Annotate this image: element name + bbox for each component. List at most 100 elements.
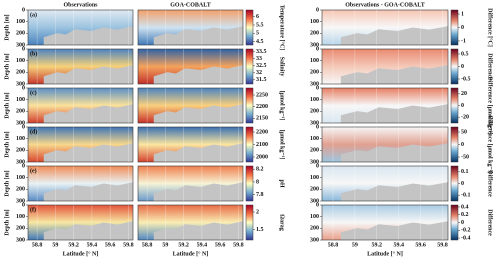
x-tick-label: 59.6 (415, 242, 426, 248)
panel-frame (321, 165, 449, 202)
y-tick-label: 300 (310, 198, 319, 204)
colorbar-tick-label: 0 (461, 142, 464, 148)
x-tick-label: 59.2 (178, 242, 189, 248)
colorbar-tick-label: 0.1 (461, 169, 469, 175)
colorbar-tick-label: 7.8 (256, 192, 264, 198)
column-title: Observations (63, 2, 98, 8)
colorbar-tick-label: 0 (461, 220, 464, 226)
colorbar-label: Salinity (279, 57, 285, 77)
seafloor (340, 182, 448, 201)
seafloor (43, 143, 133, 162)
colorbar-label: Temperature [°C] (279, 5, 286, 51)
panel-frame (27, 204, 134, 241)
colorbar-tick-label: -0.1 (461, 193, 471, 199)
y-tick-label: 0 (22, 85, 25, 91)
y-tick-label: 200 (16, 70, 25, 76)
colorbar-tick-label: 1 (461, 11, 464, 17)
column-title: GOA-COBALT (170, 2, 210, 8)
x-axis-label: Latitude [° N] (63, 250, 99, 257)
x-tick-label: 59 (352, 242, 358, 248)
panel-frame (137, 165, 244, 202)
colorbar-tick-label: 33.5 (256, 49, 267, 55)
seafloor (153, 182, 243, 201)
colorbar-tick-label: -50 (461, 154, 469, 160)
seafloor (153, 104, 243, 123)
x-tick-label: 59.8 (123, 242, 134, 248)
colorbar-tick-label: 6 (256, 14, 259, 20)
y-axis-label: Depth [m] (4, 170, 10, 196)
colorbar-tick-label: -0.2 (461, 228, 471, 234)
colorbar-tick-label: 32.5 (256, 63, 267, 69)
y-tick-label: 200 (16, 31, 25, 37)
x-axis-label: Latitude [° N] (367, 250, 403, 257)
x-tick-label: 59.4 (393, 242, 404, 248)
panel-frame (27, 165, 134, 202)
seafloor (153, 221, 243, 240)
seafloor (153, 143, 243, 162)
panel-frame (321, 9, 449, 46)
colorbar (245, 87, 254, 124)
y-tick-label: 0 (22, 163, 25, 169)
x-tick-label: 58.8 (32, 242, 43, 248)
y-tick-label: 100 (310, 136, 319, 142)
y-tick-label: 100 (16, 19, 25, 25)
panel-frame (137, 204, 244, 241)
colorbar (450, 87, 459, 124)
colorbar (450, 9, 459, 46)
seafloor (43, 65, 133, 84)
panel-frame (321, 48, 449, 85)
seafloor (43, 26, 133, 45)
seafloor (340, 221, 448, 240)
seafloor (340, 65, 448, 84)
y-tick-label: 100 (310, 19, 319, 25)
colorbar-tick-label: -0.4 (461, 235, 471, 241)
colorbar-tick-label: 2200 (256, 129, 268, 135)
colorbar-tick-label: 32 (256, 70, 262, 76)
y-tick-label: 100 (310, 97, 319, 103)
y-tick-label: 200 (16, 109, 25, 115)
panel-frame (27, 126, 134, 163)
y-tick-label: 0 (316, 7, 319, 13)
colorbar-tick-label: 2 (256, 209, 259, 215)
colorbar (450, 165, 459, 202)
colorbar-tick-label: -1 (461, 38, 466, 44)
x-tick-label: 59.6 (215, 242, 226, 248)
y-tick-label: 100 (16, 175, 25, 181)
y-tick-label: 100 (310, 58, 319, 64)
y-tick-label: 0 (22, 46, 25, 52)
y-tick-label: 300 (310, 81, 319, 87)
panel-letter: (b) (30, 50, 37, 57)
y-axis-label: Depth [m] (4, 92, 10, 118)
y-axis-label: Depth [m] (4, 131, 10, 157)
y-tick-label: 200 (310, 109, 319, 115)
colorbar-label: [μmol kg⁻¹] (279, 130, 285, 160)
x-axis-label: Latitude [° N] (173, 250, 209, 257)
y-tick-label: 300 (16, 42, 25, 48)
colorbar-tick-label: 2000 (256, 154, 268, 160)
panel-frame (27, 87, 134, 124)
colorbar (245, 48, 254, 85)
y-axis-label: Depth [m] (4, 53, 10, 79)
y-tick-label: 100 (16, 97, 25, 103)
colorbar-tick-label: 2250 (256, 92, 268, 98)
y-tick-label: 0 (316, 202, 319, 208)
y-tick-label: 100 (310, 175, 319, 181)
y-tick-label: 300 (16, 120, 25, 126)
seafloor (43, 221, 133, 240)
y-tick-label: 200 (16, 226, 25, 232)
colorbar (450, 48, 459, 85)
panel-frame (27, 9, 134, 46)
colorbar-tick-label: 2100 (256, 142, 268, 148)
panel-frame (27, 48, 134, 85)
colorbar-tick-label: 1.5 (256, 227, 264, 233)
y-axis-label: Depth [m] (4, 14, 10, 40)
seafloor (153, 26, 243, 45)
x-tick-label: 58.8 (142, 242, 153, 248)
colorbar-tick-label: 0.5 (461, 51, 469, 57)
colorbar-tick-label: 2150 (256, 116, 268, 122)
colorbar-tick-label: 0.2 (461, 212, 469, 218)
x-tick-label: 59 (52, 242, 58, 248)
y-tick-label: 300 (310, 237, 319, 243)
y-tick-label: 300 (16, 159, 25, 165)
colorbar-tick-label: 0.4 (461, 204, 469, 210)
